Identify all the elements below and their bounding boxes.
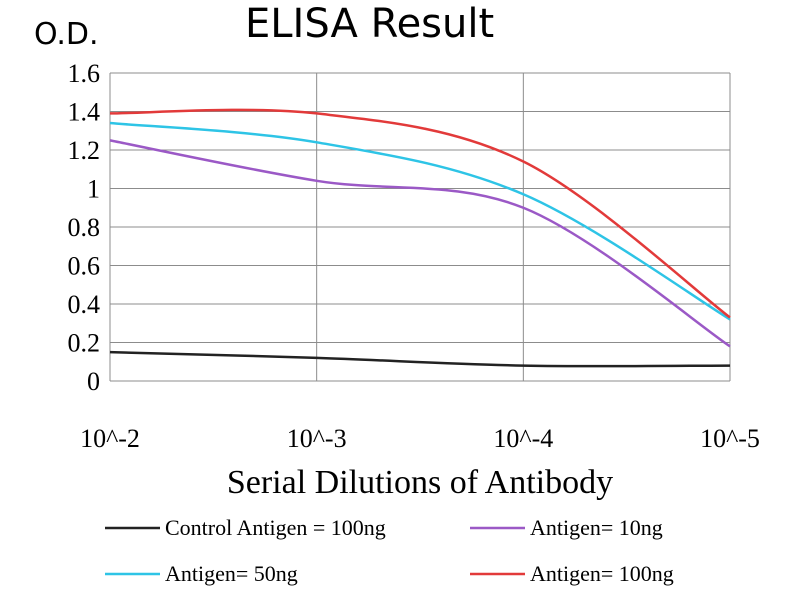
y-tick-label: 0.8 <box>68 213 101 242</box>
y-tick-label: 1.4 <box>68 98 101 127</box>
y-tick-label: 1.2 <box>68 136 101 165</box>
x-axis-label: Serial Dilutions of Antibody <box>227 464 613 501</box>
y-tick-label: 0.4 <box>68 290 101 319</box>
x-tick-label: 10^-5 <box>700 424 760 453</box>
chart-title: ELISA Result <box>245 1 494 47</box>
y-tick-label: 0.2 <box>68 329 101 358</box>
x-tick-label: 10^-4 <box>493 424 553 453</box>
series-line-2 <box>109 121 731 321</box>
legend: Control Antigen = 100ng Antigen= 10ng Anti… <box>105 515 674 586</box>
x-tick-label: 10^-3 <box>287 424 347 453</box>
tick-labels: 0 0.2 0.4 0.6 0.8 1 1.2 1.4 1.6 10^-2 10^-3 10^-4 10… <box>68 59 760 453</box>
y-tick-label: 1.6 <box>68 59 101 88</box>
series-line-1 <box>109 139 731 348</box>
legend-label-2: Antigen= 50ng <box>165 561 298 586</box>
y-tick-label: 0 <box>87 367 100 396</box>
y-tick-label: 0.6 <box>68 252 101 281</box>
legend-label-1: Antigen= 10ng <box>530 515 663 540</box>
x-tick-label: 10^-2 <box>80 424 140 453</box>
series-line-3 <box>109 108 731 319</box>
series-lines <box>109 108 731 368</box>
grid-lines <box>109 72 731 382</box>
y-tick-label: 1 <box>87 175 100 204</box>
legend-label-3: Antigen= 100ng <box>530 561 674 586</box>
series-line-0 <box>109 350 731 368</box>
legend-label-0: Control Antigen = 100ng <box>165 515 386 540</box>
y-axis-label: O.D. <box>34 17 99 52</box>
